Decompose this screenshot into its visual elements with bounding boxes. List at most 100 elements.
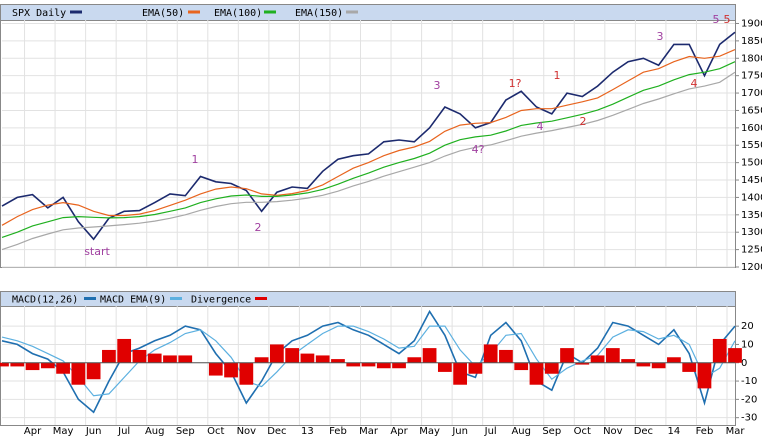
divergence-bar <box>636 362 651 367</box>
annotation: 2 <box>255 221 262 234</box>
series-line <box>1 61 736 238</box>
divergence-bar <box>147 353 162 363</box>
divergence-bar <box>40 362 55 369</box>
divergence-bar <box>667 357 681 363</box>
x-tick-label: Jun <box>451 426 468 437</box>
x-tick-label: Jun <box>85 426 102 437</box>
x-tick-label: Apr <box>24 426 42 437</box>
divergence-bar <box>453 362 467 385</box>
divergence-bar <box>499 349 513 363</box>
y-tick-label: 20 <box>741 321 754 332</box>
legend-swatch <box>170 297 182 300</box>
divergence-bar <box>285 348 300 363</box>
legend-label: EMA(100) <box>214 8 262 19</box>
y-tick-label: 1800 <box>741 53 762 64</box>
x-tick-label: Dec <box>634 426 653 437</box>
y-tick-label: -10 <box>741 376 757 387</box>
annotation: 1? <box>509 77 522 90</box>
y-tick-label: 1550 <box>741 140 762 151</box>
x-tick-label: Aug <box>145 426 165 437</box>
divergence-bar <box>270 344 284 363</box>
annotation: 3 <box>657 30 664 43</box>
divergence-bar <box>315 355 330 363</box>
divergence-bar <box>346 362 361 367</box>
annotation: 3 <box>434 79 441 92</box>
divergence-bar <box>483 344 498 363</box>
legend-swatch <box>255 297 267 300</box>
divergence-bar <box>605 348 620 363</box>
x-tick-label: Sep <box>542 426 561 437</box>
legend-swatch <box>84 297 96 300</box>
divergence-bar <box>651 362 666 369</box>
divergence-bar <box>117 338 132 363</box>
series-line <box>1 325 736 397</box>
series-line <box>1 49 736 226</box>
divergence-bar <box>376 362 391 369</box>
divergence-bar <box>300 353 315 363</box>
x-tick-label: Aug <box>511 426 531 437</box>
divergence-bar <box>56 362 70 374</box>
divergence-bar <box>621 359 635 363</box>
divergence-bar <box>0 362 9 367</box>
x-tick-label: Feb <box>329 426 347 437</box>
divergence-bar <box>25 362 40 371</box>
x-tick-label: Oct <box>574 426 591 437</box>
y-tick-label: -20 <box>741 394 757 405</box>
legend-label: MACD EMA(9) <box>100 295 166 306</box>
y-tick-label: 1200 <box>741 262 762 273</box>
divergence-bar <box>682 362 697 372</box>
divergence-bar <box>697 362 712 389</box>
x-tick-label: Apr <box>390 426 408 437</box>
annotation: start <box>84 245 110 258</box>
annotation: 4 <box>691 77 698 90</box>
legend-swatch <box>70 10 82 14</box>
x-tick-label: Jul <box>117 426 130 437</box>
panel-header <box>0 4 736 21</box>
divergence-bar <box>712 338 727 363</box>
y-tick-label: 1700 <box>741 88 762 99</box>
divergence-bar <box>544 362 559 374</box>
divergence-bar <box>71 362 86 385</box>
x-tick-label: May <box>53 426 74 437</box>
y-tick-label: 1450 <box>741 175 762 186</box>
divergence-bar <box>514 362 529 371</box>
annotation: 1 <box>554 69 561 82</box>
y-tick-label: 1500 <box>741 158 762 169</box>
divergence-bar <box>254 357 269 363</box>
y-tick-label: 1900 <box>741 18 762 29</box>
x-tick-label: Sep <box>176 426 195 437</box>
y-tick-label: 0 <box>741 358 747 369</box>
x-tick-label: Mar <box>359 426 379 437</box>
divergence-bar <box>331 359 345 363</box>
divergence-bar <box>728 348 742 363</box>
y-tick-label: 1650 <box>741 105 762 116</box>
legend-label: SPX Daily <box>12 8 66 19</box>
divergence-bar <box>178 355 193 363</box>
y-tick-label: 1350 <box>741 210 762 221</box>
y-tick-label: 10 <box>741 339 754 350</box>
x-tick-label: Jul <box>484 426 497 437</box>
annotation: 4 <box>537 120 544 133</box>
divergence-bar <box>468 362 483 374</box>
annotation: 2 <box>580 115 587 128</box>
legend-label: MACD(12,26) <box>12 295 78 306</box>
y-tick-label: 1600 <box>741 123 762 134</box>
divergence-bar <box>422 348 437 363</box>
divergence-bar <box>560 348 574 363</box>
x-tick-label: Oct <box>207 426 224 437</box>
legend-label: EMA(150) <box>295 8 343 19</box>
divergence-bar <box>224 362 238 378</box>
x-tick-label: Dec <box>267 426 286 437</box>
legend-swatch <box>188 10 200 14</box>
x-tick-label: Nov <box>603 426 623 437</box>
divergence-bar <box>208 362 223 376</box>
annotation: 5 <box>724 13 731 26</box>
series-line <box>1 71 736 251</box>
legend-label: Divergence <box>191 295 251 306</box>
legend-swatch <box>264 10 276 14</box>
panel-frame <box>0 4 736 268</box>
divergence-bar <box>102 349 116 363</box>
series-line <box>1 31 736 241</box>
x-tick-label: Mar <box>726 426 746 437</box>
